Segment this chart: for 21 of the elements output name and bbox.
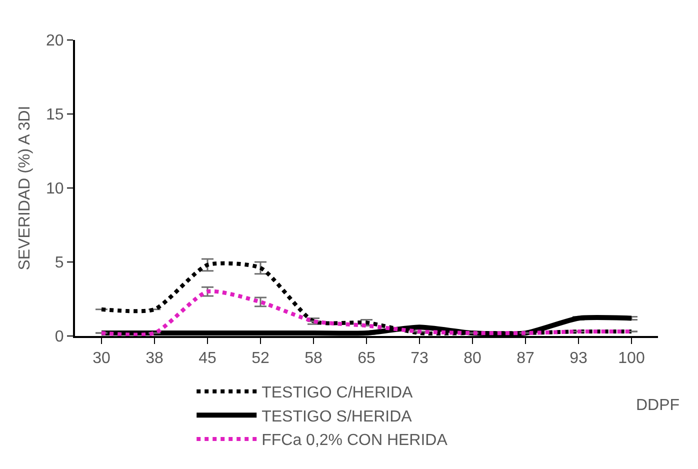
- legend-label: TESTIGO C/HERIDA: [262, 384, 414, 402]
- x-tick-label: 73: [410, 350, 428, 368]
- y-tick-label: 10: [46, 180, 64, 198]
- x-tick-label: 93: [570, 350, 588, 368]
- y-tick-label: 15: [46, 106, 64, 124]
- x-tick-label: 87: [516, 350, 534, 368]
- y-tick-label: 5: [54, 254, 64, 272]
- x-tick-label: 52: [252, 350, 270, 368]
- x-axis-title: DDPF: [636, 397, 680, 414]
- x-tick-label: 30: [92, 350, 110, 368]
- x-tick-label: 45: [198, 350, 216, 368]
- x-tick-label: 100: [618, 350, 645, 368]
- y-axis-title: SEVERIDAD (%) A 3DI: [16, 106, 34, 270]
- y-tick-label: 20: [46, 32, 64, 50]
- y-tick-label: 0: [54, 328, 64, 346]
- x-tick-label: 58: [304, 350, 322, 368]
- legend-label: FFCa 0,2% CON HERIDA: [262, 432, 448, 450]
- legend-label: TESTIGO S/HERIDA: [262, 408, 412, 426]
- x-tick-label: 38: [146, 350, 164, 368]
- x-tick-label: 80: [464, 350, 482, 368]
- x-tick-label: 65: [358, 350, 376, 368]
